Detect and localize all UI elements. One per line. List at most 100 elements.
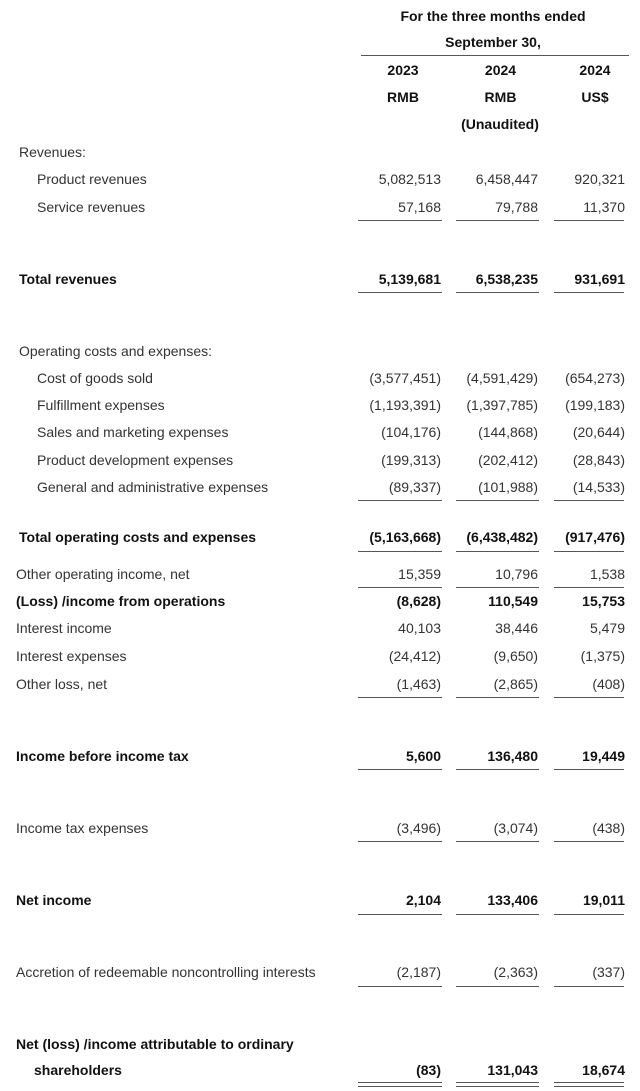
underline [456, 292, 539, 293]
value-col2: 133,406 [487, 892, 538, 908]
underline [554, 292, 624, 293]
underline [554, 500, 624, 501]
underline [358, 292, 442, 293]
value-col3: 19,011 [582, 892, 625, 908]
row-label: Operating costs and expenses: [19, 343, 213, 359]
value-col1: (5,163,668) [369, 529, 441, 545]
underline [358, 220, 442, 221]
col1-currency: RMB [387, 89, 419, 105]
row-label: Other loss, net [16, 676, 108, 692]
underline [456, 769, 539, 770]
underline [554, 587, 624, 588]
value-col2: 131,043 [487, 1062, 538, 1078]
value-col3: 18,674 [582, 1062, 625, 1078]
underline [456, 914, 539, 915]
row-label: Sales and marketing expenses [37, 424, 229, 440]
value-col2: (4,591,429) [466, 370, 538, 386]
value-col2: (2,865) [493, 676, 538, 692]
underline [358, 841, 442, 842]
value-col3: (199,183) [565, 397, 625, 413]
value-col3: (20,644) [572, 424, 625, 440]
underline [554, 841, 624, 842]
unaudited-note: (Unaudited) [461, 116, 539, 132]
underline [456, 841, 539, 842]
value-col1: (8,628) [396, 593, 441, 609]
row-label: Product revenues [37, 171, 147, 187]
value-col3: 920,321 [574, 171, 625, 187]
value-col3: (654,273) [565, 370, 625, 386]
value-col2: (1,397,785) [466, 397, 538, 413]
col3-currency: US$ [581, 89, 609, 105]
value-col2: 38,446 [495, 620, 538, 636]
value-col3: 11,370 [583, 199, 625, 215]
value-col2: 6,538,235 [475, 271, 538, 287]
value-col3: 19,449 [582, 748, 625, 764]
value-col3: 931,691 [574, 271, 625, 287]
row-label: Total operating costs and expenses [19, 529, 257, 545]
value-col3: (438) [592, 820, 625, 836]
underline [358, 551, 442, 552]
row-label: Cost of goods sold [37, 370, 153, 386]
underline [358, 500, 442, 501]
value-col1: 40,103 [398, 620, 441, 636]
value-col2: (202,412) [478, 452, 538, 468]
row-label: Fulfillment expenses [37, 397, 165, 413]
row-label: Interest expenses [16, 648, 127, 664]
underline [554, 551, 624, 552]
value-col1: 57,168 [398, 199, 441, 215]
underline [554, 769, 624, 770]
row-label: Accretion of redeemable noncontrolling i… [16, 964, 316, 980]
value-col3: 5,479 [589, 620, 625, 636]
row-label: Total revenues [19, 271, 117, 287]
underline [358, 986, 442, 987]
value-col1: 5,139,681 [378, 271, 441, 287]
value-col1: (1,463) [396, 676, 441, 692]
value-col2: (144,868) [478, 424, 538, 440]
underline [554, 697, 624, 698]
underline [554, 986, 624, 987]
underline [456, 587, 539, 588]
underline [554, 914, 624, 915]
underline [358, 697, 442, 698]
row-label: Revenues: [19, 144, 86, 160]
row-label: Net (loss) /income attributable to ordin… [16, 1036, 294, 1052]
value-col2: 10,796 [495, 566, 538, 582]
underline [456, 551, 539, 552]
row-label: Interest income [16, 620, 112, 636]
col2-year: 2024 [484, 62, 517, 78]
value-col1: (83) [416, 1062, 441, 1078]
col1-year: 2023 [387, 62, 419, 78]
value-col1: (3,577,451) [369, 370, 441, 386]
value-col1: 5,600 [405, 748, 441, 764]
row-label: Net income [16, 892, 92, 908]
value-col1: (199,313) [381, 452, 441, 468]
value-col1: (24,412) [388, 648, 441, 664]
value-col3: (28,843) [572, 452, 625, 468]
value-col3: (14,533) [572, 479, 625, 495]
value-col1: (89,337) [388, 479, 441, 495]
col3-year: 2024 [579, 62, 611, 78]
value-col2: 110,549 [488, 593, 538, 609]
value-col3: (917,476) [565, 529, 625, 545]
underline [358, 587, 442, 588]
row-label: (Loss) /income from operations [16, 593, 226, 609]
value-col3: 1,538 [589, 566, 625, 582]
row-label: Service revenues [37, 199, 146, 215]
row-label: General and administrative expenses [37, 479, 269, 495]
underline [456, 697, 539, 698]
row-label: Income tax expenses [16, 820, 149, 836]
value-col1: (104,176) [381, 424, 441, 440]
value-col1: 5,082,513 [378, 171, 441, 187]
value-col2: (9,650) [493, 648, 538, 664]
underline [456, 500, 539, 501]
value-col2: (3,074) [493, 820, 538, 836]
value-col3: (408) [592, 676, 625, 692]
row-label: Product development expenses [37, 452, 234, 468]
double-underline [554, 1082, 624, 1087]
value-col1: 15,359 [398, 566, 441, 582]
value-col2: (2,363) [493, 964, 538, 980]
value-col1: 2,104 [405, 892, 441, 908]
period-header-line1: For the three months ended [400, 8, 586, 24]
underline [554, 220, 624, 221]
value-col3: (337) [592, 964, 625, 980]
